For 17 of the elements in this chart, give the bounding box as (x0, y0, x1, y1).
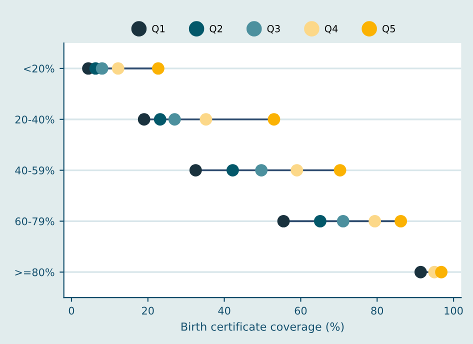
legend-label: Q1 (152, 25, 165, 34)
y-tick-label: 60-79% (15, 217, 54, 226)
x-tick-label: 0 (68, 306, 74, 315)
x-tick-label: 100 (444, 306, 463, 315)
legend-label: Q3 (267, 25, 280, 34)
y-tick-label: >=80% (15, 268, 54, 276)
y-tick-label: 20-40% (15, 116, 54, 124)
legend-label: Q5 (382, 25, 395, 34)
legend-label: Q2 (210, 25, 222, 34)
y-tick-label: <20% (24, 64, 54, 73)
x-axis-title: Birth certificate coverage (%) (182, 322, 344, 333)
x-tick-label: 60 (294, 306, 307, 315)
legend-label: Q4 (324, 25, 338, 34)
x-tick-label: 20 (142, 306, 154, 315)
x-tick-label: 80 (371, 306, 384, 315)
x-tick-label: 40 (218, 306, 230, 315)
y-tick-label: 40-59% (15, 166, 54, 174)
